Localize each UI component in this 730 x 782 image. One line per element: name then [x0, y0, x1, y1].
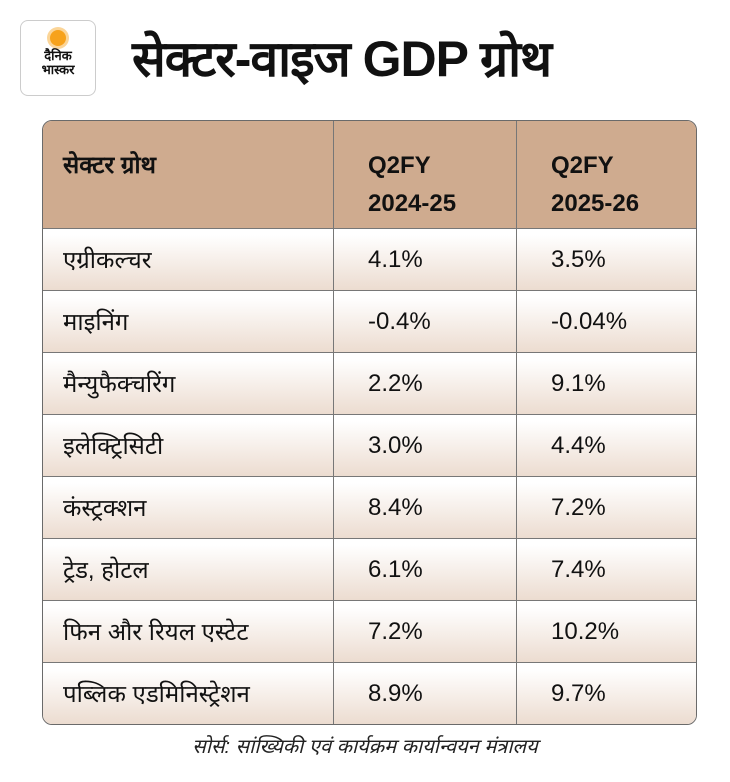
- table-row: ट्रेड, होटल 6.1% 7.4%: [43, 538, 696, 600]
- page-title: सेक्टर-वाइज GDP ग्रोथ: [132, 31, 552, 87]
- sector-cell: पब्लिक एडमिनिस्ट्रेशन: [43, 663, 334, 724]
- sector-cell: ट्रेड, होटल: [43, 539, 334, 600]
- sector-cell: कंस्ट्रक्शन: [43, 477, 334, 538]
- fy25-cell: 2.2%: [334, 353, 517, 414]
- sun-icon: [50, 30, 66, 46]
- table-row: कंस्ट्रक्शन 8.4% 7.2%: [43, 476, 696, 538]
- fy25-cell: 8.4%: [334, 477, 517, 538]
- dainik-bhaskar-logo: दैनिक भास्कर: [20, 20, 96, 96]
- table-row: मैन्युफैक्चरिंग 2.2% 9.1%: [43, 352, 696, 414]
- header-fy25: Q2FY 2024-25: [334, 121, 517, 228]
- sector-cell: फिन और रियल एस्टेट: [43, 601, 334, 662]
- fy26-cell: 9.7%: [551, 679, 606, 707]
- header-fy25-line1: Q2FY: [368, 152, 431, 179]
- fy26-cell: 4.4%: [551, 431, 606, 459]
- fy25-cell: 4.1%: [334, 229, 517, 290]
- fy26-cell: 10.2%: [551, 617, 620, 645]
- table-row: माइनिंग -0.4% -0.04%: [43, 290, 696, 352]
- sector-cell: एग्रीकल्चर: [43, 229, 334, 290]
- header-fy26-line2: 2025-26: [551, 190, 640, 217]
- table-header: सेक्टर ग्रोथ Q2FY 2024-25 Q2FY 2025-26: [43, 121, 696, 228]
- fy25-cell: 7.2%: [334, 601, 517, 662]
- logo-line1: दैनिक: [44, 48, 72, 63]
- fy26-cell: -0.04%: [551, 307, 628, 335]
- table-row: एग्रीकल्चर 4.1% 3.5%: [43, 228, 696, 290]
- fy25-cell: -0.4%: [334, 291, 517, 352]
- fy25-cell: 3.0%: [334, 415, 517, 476]
- fy26-cell: 7.4%: [551, 555, 606, 583]
- table-row: फिन और रियल एस्टेट 7.2% 10.2%: [43, 600, 696, 662]
- sector-cell: इलेक्ट्रिसिटी: [43, 415, 334, 476]
- table-row: इलेक्ट्रिसिटी 3.0% 4.4%: [43, 414, 696, 476]
- logo-line2: भास्कर: [41, 62, 75, 77]
- header-fy26-line1: Q2FY: [551, 152, 614, 179]
- table-row: पब्लिक एडमिनिस्ट्रेशन 8.9% 9.7%: [43, 662, 696, 724]
- sector-cell: मैन्युफैक्चरिंग: [43, 353, 334, 414]
- header-sector: सेक्टर ग्रोथ: [43, 121, 334, 228]
- fy25-cell: 8.9%: [334, 663, 517, 724]
- gdp-table: सेक्टर ग्रोथ Q2FY 2024-25 Q2FY 2025-26 ए…: [42, 120, 697, 725]
- fy26-cell: 3.5%: [551, 245, 606, 273]
- header-sector-label: सेक्टर ग्रोथ: [63, 152, 156, 179]
- fy25-cell: 6.1%: [334, 539, 517, 600]
- source-note: सोर्स: सांख्यिकी एवं कार्यक्रम कार्यान्व…: [192, 736, 538, 758]
- fy26-cell: 9.1%: [551, 369, 606, 397]
- sector-cell: माइनिंग: [43, 291, 334, 352]
- header-fy25-line2: 2024-25: [368, 190, 457, 217]
- fy26-cell: 7.2%: [551, 493, 606, 521]
- header-fy26: Q2FY 2025-26: [517, 121, 696, 228]
